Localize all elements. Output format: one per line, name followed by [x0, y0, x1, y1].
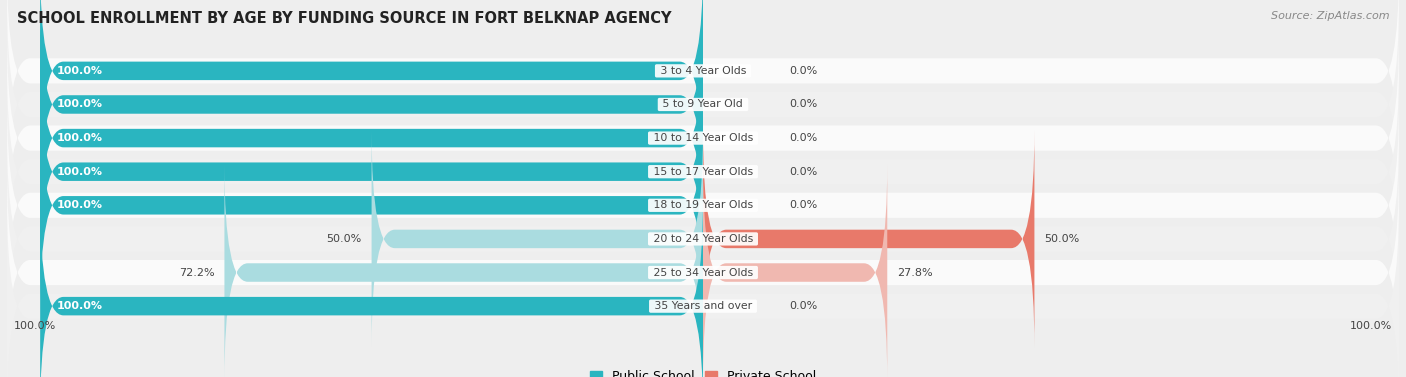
Text: 0.0%: 0.0%: [789, 301, 817, 311]
Text: 100.0%: 100.0%: [56, 100, 103, 109]
Text: 18 to 19 Year Olds: 18 to 19 Year Olds: [650, 200, 756, 210]
FancyBboxPatch shape: [41, 97, 703, 314]
Text: 5 to 9 Year Old: 5 to 9 Year Old: [659, 100, 747, 109]
Text: 27.8%: 27.8%: [897, 268, 932, 277]
Text: 0.0%: 0.0%: [789, 133, 817, 143]
Text: 100.0%: 100.0%: [56, 133, 103, 143]
Text: 0.0%: 0.0%: [789, 66, 817, 76]
Legend: Public School, Private School: Public School, Private School: [589, 370, 817, 377]
Text: SCHOOL ENROLLMENT BY AGE BY FUNDING SOURCE IN FORT BELKNAP AGENCY: SCHOOL ENROLLMENT BY AGE BY FUNDING SOUR…: [17, 11, 672, 26]
FancyBboxPatch shape: [7, 67, 1399, 277]
FancyBboxPatch shape: [7, 0, 1399, 176]
FancyBboxPatch shape: [41, 63, 703, 280]
FancyBboxPatch shape: [41, 30, 703, 247]
Text: 3 to 4 Year Olds: 3 to 4 Year Olds: [657, 66, 749, 76]
FancyBboxPatch shape: [7, 0, 1399, 210]
FancyBboxPatch shape: [41, 198, 703, 377]
Text: 100.0%: 100.0%: [14, 320, 56, 331]
Text: 0.0%: 0.0%: [789, 200, 817, 210]
FancyBboxPatch shape: [371, 130, 703, 347]
FancyBboxPatch shape: [41, 0, 703, 213]
Text: 50.0%: 50.0%: [326, 234, 361, 244]
FancyBboxPatch shape: [41, 0, 703, 179]
FancyBboxPatch shape: [7, 33, 1399, 243]
FancyBboxPatch shape: [7, 201, 1399, 377]
Text: 35 Years and over: 35 Years and over: [651, 301, 755, 311]
Text: 25 to 34 Year Olds: 25 to 34 Year Olds: [650, 268, 756, 277]
Text: 100.0%: 100.0%: [56, 66, 103, 76]
Text: 100.0%: 100.0%: [56, 200, 103, 210]
Text: 100.0%: 100.0%: [56, 301, 103, 311]
Text: 100.0%: 100.0%: [1350, 320, 1392, 331]
FancyBboxPatch shape: [7, 167, 1399, 377]
Text: 20 to 24 Year Olds: 20 to 24 Year Olds: [650, 234, 756, 244]
FancyBboxPatch shape: [7, 100, 1399, 310]
Text: 15 to 17 Year Olds: 15 to 17 Year Olds: [650, 167, 756, 177]
FancyBboxPatch shape: [225, 164, 703, 377]
Text: 0.0%: 0.0%: [789, 100, 817, 109]
FancyBboxPatch shape: [7, 134, 1399, 344]
Text: 10 to 14 Year Olds: 10 to 14 Year Olds: [650, 133, 756, 143]
FancyBboxPatch shape: [703, 164, 887, 377]
Text: 0.0%: 0.0%: [789, 167, 817, 177]
FancyBboxPatch shape: [703, 130, 1035, 347]
Text: Source: ZipAtlas.com: Source: ZipAtlas.com: [1271, 11, 1389, 21]
Text: 72.2%: 72.2%: [179, 268, 215, 277]
Text: 50.0%: 50.0%: [1045, 234, 1080, 244]
Text: 100.0%: 100.0%: [56, 167, 103, 177]
